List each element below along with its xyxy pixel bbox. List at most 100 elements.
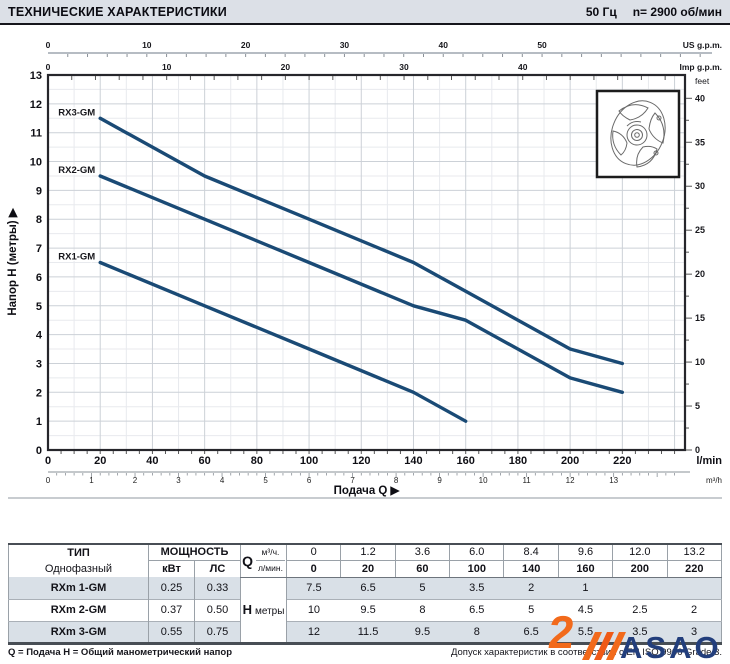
svg-text:1: 1	[36, 416, 42, 428]
q-m3h-cell: 6.0	[449, 544, 504, 561]
impeller-inset	[595, 89, 681, 179]
q-unit-m3h: м³/ч.	[255, 545, 285, 562]
power-hp-cell: 0.33	[193, 577, 241, 599]
curve-label-RX3-GM: RX3-GM	[58, 107, 95, 118]
axis-titles: Подача Q ▶ Напор H (метры) ▶	[7, 207, 401, 497]
q-lmin-cell: 100	[449, 560, 504, 578]
svg-text:4: 4	[220, 476, 225, 485]
power-hp-cell: 0.50	[193, 598, 241, 621]
h-value-cell: 2	[667, 598, 722, 621]
svg-text:12: 12	[30, 99, 42, 111]
curve-label-RX1-GM: RX1-GM	[58, 252, 95, 263]
us-gpm-axis: 0 10 20 30 40 50 US g.p.m.	[46, 40, 722, 57]
grid-minor	[48, 75, 685, 450]
spec-table: ТИП МОЩНОСТЬ Q м³/ч. л/мин. 0 1.2 3.6 6.0 8.…	[8, 543, 722, 645]
h-value-cell: 3.5	[449, 577, 504, 599]
curve-RX3-GM	[98, 116, 624, 366]
svg-text:30: 30	[399, 62, 409, 72]
logo-2-mark: 2	[548, 606, 577, 658]
h-value-cell: 2.5	[612, 598, 668, 621]
svg-text:120: 120	[352, 455, 370, 467]
svg-text:13: 13	[609, 476, 618, 485]
table-header-row-1: ТИП МОЩНОСТЬ Q м³/ч. л/мин. 0 1.2 3.6 6.0 8.…	[9, 544, 722, 578]
svg-text:20: 20	[241, 40, 251, 50]
logo-stripes-icon	[582, 632, 626, 660]
logo-brand-text: ASAO	[620, 630, 722, 663]
h-value-cell: 12	[286, 620, 341, 643]
svg-text:10: 10	[479, 476, 488, 485]
svg-text:80: 80	[251, 455, 263, 467]
q-lmin-cell: 20	[340, 560, 396, 578]
h-value-cell: 8	[395, 598, 450, 621]
feet-unit: feet	[695, 76, 710, 86]
type-header: ТИП	[67, 546, 90, 559]
svg-text:10: 10	[142, 40, 152, 50]
svg-text:20: 20	[94, 455, 106, 467]
footer-legend: Q = Подача H = Общий манометрический нап…	[8, 647, 232, 658]
svg-text:220: 220	[613, 455, 631, 467]
lmin-unit: l/min	[696, 455, 722, 467]
h-value-cell: 9.5	[340, 598, 396, 621]
power-hp-cell: 0.75	[193, 620, 241, 643]
q-symbol: Q	[242, 552, 253, 569]
h-value-cell	[667, 577, 722, 599]
svg-text:5: 5	[695, 401, 700, 411]
frequency-label: 50 Гц	[585, 4, 617, 19]
svg-text:40: 40	[146, 455, 158, 467]
x-axis-title: Подача Q ▶	[334, 485, 401, 497]
svg-text:7: 7	[350, 476, 355, 485]
svg-text:140: 140	[404, 455, 422, 467]
svg-text:11: 11	[522, 476, 531, 485]
svg-text:30: 30	[340, 40, 350, 50]
svg-text:0: 0	[46, 40, 51, 50]
h-value-cell: 5	[395, 577, 450, 599]
table-header-row-2: Однофазный кВт ЛС 0 20 60 100 140 160 200 220	[9, 560, 722, 578]
kw-unit: кВт	[148, 560, 195, 577]
q-m3h-cell: 0	[286, 544, 341, 561]
power-header: МОЩНОСТЬ	[147, 544, 241, 561]
curve-label-RX2-GM: RX2-GM	[58, 165, 95, 176]
pump-row-RXm-2-GM: RXm 2-GM 0.37 0.50 10 9.5 8 6.5 5 4.5 2.5 2	[8, 598, 722, 621]
pump-type-cell: RXm 2-GM	[8, 598, 149, 621]
q-m3h-cell: 12.0	[612, 544, 668, 561]
h-value-cell: 4.5	[558, 598, 613, 621]
pump-type-cell: RXm 1-GM	[8, 577, 149, 599]
q-lmin-cell: 160	[557, 560, 613, 578]
q-header-cell: Q м³/ч. л/мин.	[240, 544, 287, 578]
svg-text:10: 10	[695, 357, 705, 367]
m3h-axis: 0 1 2 3 4 5 6 7 8 9 10 11 12 13 m³/h	[46, 471, 722, 485]
svg-text:20: 20	[281, 62, 291, 72]
svg-text:40: 40	[695, 93, 705, 103]
svg-text:15: 15	[695, 313, 705, 323]
svg-text:1: 1	[89, 476, 94, 485]
svg-text:9: 9	[36, 185, 42, 197]
svg-text:3: 3	[36, 358, 42, 370]
feet-axis: 0 5 10 15 20 25 30 35 40 feet	[686, 76, 710, 455]
svg-text:7: 7	[36, 243, 42, 255]
h-value-cell: 6.5	[340, 577, 396, 599]
header-specs: 50 Гц n= 2900 об/мин	[586, 5, 722, 19]
h-value-cell: 8	[449, 620, 504, 643]
svg-text:11: 11	[30, 128, 42, 140]
svg-text:200: 200	[561, 455, 579, 467]
svg-text:2: 2	[36, 387, 42, 399]
svg-text:35: 35	[695, 137, 705, 147]
q-m3h-cell: 1.2	[340, 544, 396, 561]
svg-text:9: 9	[437, 476, 442, 485]
brand-logo-graphic: 2 ASAO	[548, 606, 722, 663]
q-m3h-cell: 9.6	[557, 544, 613, 561]
h-value-cell: 11.5	[340, 620, 396, 643]
border-ticks	[60, 76, 676, 454]
speed-label: n= 2900 об/мин	[632, 4, 722, 19]
svg-text:5: 5	[36, 301, 42, 313]
svg-text:20: 20	[695, 269, 705, 279]
page-title: ТЕХНИЧЕСКИЕ ХАРАКТЕРИСТИКИ	[8, 4, 227, 19]
hp-unit: ЛС	[193, 560, 241, 577]
power-kw-cell: 0.37	[148, 598, 195, 621]
h-value-cell: 6.5	[503, 620, 559, 643]
q-lmin-cell: 220	[666, 560, 722, 578]
